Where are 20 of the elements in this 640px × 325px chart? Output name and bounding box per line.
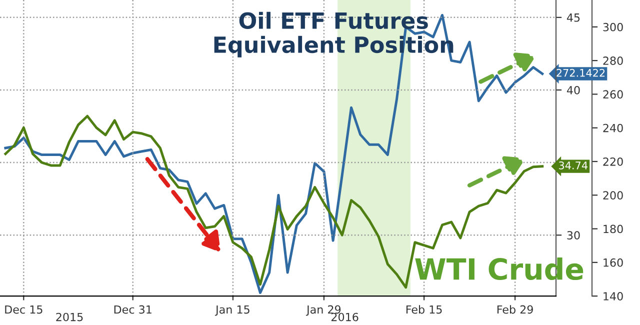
text: 2015 (56, 312, 83, 322)
x-tick-label: Feb 29 (497, 305, 533, 314)
y2-tick-label: 280 (603, 56, 623, 65)
y-tick-label: 40 (566, 86, 580, 94)
x-tick-label: Jan 15 (214, 305, 250, 316)
data-label: 272.1422 (556, 68, 605, 77)
x-tick-label: Feb 15 (406, 305, 442, 314)
x-tick-label: Dec 15 (5, 305, 42, 314)
y2-tick-label: 300 (603, 22, 623, 32)
y2-tick-label: 220 (603, 157, 623, 166)
y2-tick-label: 260 (603, 90, 623, 99)
y2-tick-label: 140 (604, 292, 623, 300)
x-tick-label: Dec 31 (114, 305, 152, 314)
y2-tick-label: 200 (603, 191, 623, 200)
y2-tick-label: 240 (603, 124, 623, 132)
y-tick-label: 30 (567, 231, 580, 240)
data-label: 34.74 (559, 161, 588, 170)
y2-tick-label: 180 (604, 224, 623, 234)
y-tick-label: 45 (566, 14, 580, 22)
y2-tick-label: 160 (604, 258, 623, 267)
